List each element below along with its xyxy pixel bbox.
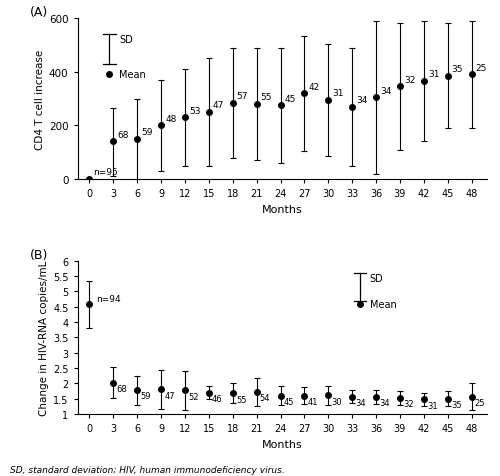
Text: 34: 34 [379, 398, 390, 407]
Text: Mean: Mean [119, 70, 146, 80]
Text: 59: 59 [140, 391, 151, 400]
Text: SD: SD [370, 273, 384, 283]
Text: 31: 31 [427, 401, 438, 410]
Text: Mean: Mean [370, 299, 396, 309]
Text: 31: 31 [332, 89, 344, 98]
Text: (B): (B) [30, 248, 48, 261]
Text: 25: 25 [476, 64, 487, 72]
Text: 52: 52 [188, 392, 198, 401]
Text: 45: 45 [284, 397, 294, 406]
Text: 68: 68 [118, 130, 129, 139]
Text: 68: 68 [116, 384, 128, 393]
Text: 31: 31 [428, 70, 440, 79]
Text: 35: 35 [451, 400, 462, 409]
Text: 57: 57 [236, 92, 248, 101]
Y-axis label: CD4 T cell increase: CD4 T cell increase [34, 50, 44, 149]
Text: n=94: n=94 [96, 294, 120, 303]
X-axis label: Months: Months [262, 439, 303, 449]
Text: 47: 47 [164, 391, 175, 400]
Text: (A): (A) [30, 6, 48, 19]
Text: 48: 48 [165, 114, 176, 123]
Text: 34: 34 [356, 96, 368, 105]
Text: 32: 32 [404, 76, 415, 85]
Text: 32: 32 [403, 399, 413, 408]
Text: SD, standard deviation; HIV, human immunodeficiency virus.: SD, standard deviation; HIV, human immun… [10, 465, 285, 474]
Text: 59: 59 [141, 128, 152, 137]
Text: 46: 46 [212, 394, 222, 403]
Text: 55: 55 [260, 93, 272, 102]
Text: 34: 34 [380, 86, 392, 95]
Text: 55: 55 [236, 395, 246, 404]
Text: 30: 30 [332, 397, 342, 406]
Text: 47: 47 [213, 101, 224, 110]
Text: 53: 53 [189, 107, 200, 115]
Text: 25: 25 [475, 398, 486, 407]
Text: 35: 35 [452, 65, 463, 74]
Text: 42: 42 [308, 82, 320, 91]
Text: 34: 34 [356, 398, 366, 407]
Text: 41: 41 [308, 397, 318, 406]
Text: 54: 54 [260, 393, 270, 402]
Text: 45: 45 [284, 94, 296, 103]
Y-axis label: Change in HIV-RNA copies/mL: Change in HIV-RNA copies/mL [39, 260, 49, 415]
Text: SD: SD [119, 35, 132, 45]
X-axis label: Months: Months [262, 204, 303, 214]
Text: n=95: n=95 [94, 168, 118, 177]
